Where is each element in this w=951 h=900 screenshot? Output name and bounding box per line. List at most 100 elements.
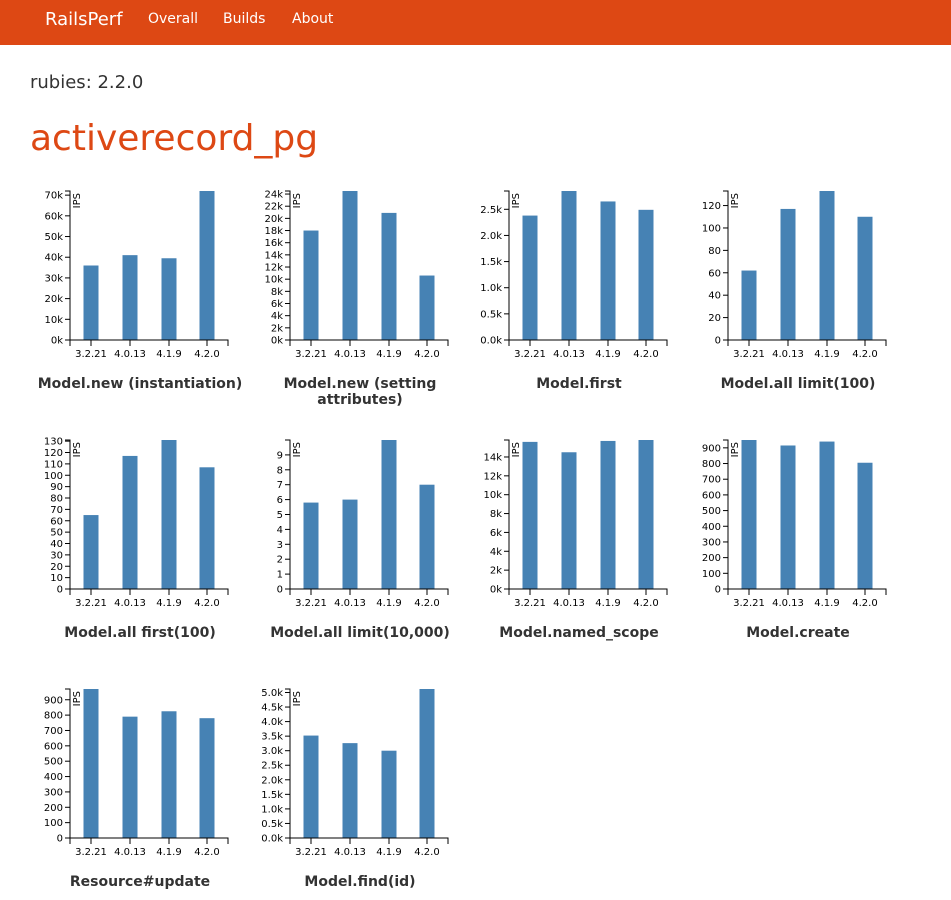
y-tick-label: 20k: [44, 294, 63, 305]
y-tick-label: 110: [44, 459, 63, 470]
y-tick-label: 400: [44, 772, 63, 783]
page-title: activerecord_pg: [30, 118, 319, 159]
nav-link-overall[interactable]: Overall: [148, 11, 199, 27]
y-tick-label: 900: [702, 443, 721, 454]
y-tick-label: 12k: [264, 263, 283, 274]
chart-svg: 0 1 2 3 4 5 6 7 8 9 IPS 3.2.21 4.0.13 4.1.9 4.2.0: [277, 439, 449, 609]
y-tick-label: 100: [702, 223, 721, 234]
y-tick-label: 10k: [264, 275, 283, 286]
bar-3.2.21: [522, 215, 538, 340]
y-tick-label: 0: [57, 585, 63, 596]
chart-9: 0 100 200 300 400 500 600 700 800 900 IPS 3.2.21 4.0…: [25, 679, 229, 890]
x-tick-label: 4.1.9: [156, 598, 181, 609]
bar-4.0.13: [342, 499, 358, 589]
x-tick-label: 3.2.21: [295, 847, 327, 858]
y-tick-label: 80: [50, 494, 63, 505]
x-tick-label: 4.2.0: [852, 598, 877, 609]
x-tick-label: 4.0.13: [114, 847, 146, 858]
chart-4: 0 20 40 60 80 100 120 IPS 3.2.21 4.0.13 4.1.9 4.2.0…: [683, 181, 887, 392]
nav-link-about[interactable]: About: [292, 11, 334, 27]
chart-title: Model.all limit(10,000): [270, 625, 450, 641]
y-tick-label: 80: [708, 246, 721, 257]
y-tick-label: 40: [708, 291, 721, 302]
x-tick-label: 4.2.0: [414, 349, 439, 360]
y-tick-label: 300: [702, 537, 721, 548]
bar-4.0.13: [122, 716, 138, 838]
y-tick-label: 4.0k: [261, 717, 283, 728]
chart-svg: 0.0k 0.5k 1.0k 1.5k 2.0k 2.5k 3.0k 3.5k 4.0k 4.5k…: [261, 688, 449, 858]
y-tick-label: 0: [715, 585, 721, 596]
y-tick-label: 5.0k: [261, 688, 283, 699]
x-tick-label: 4.2.0: [633, 349, 658, 360]
bar-4.2.0: [419, 484, 435, 589]
x-tick-label: 4.1.9: [376, 847, 401, 858]
chart-title: Model.new (instantiation): [37, 376, 243, 392]
chart-title: Model.all first(100): [64, 625, 216, 641]
chart-svg: 0k 2k 4k 6k 8k 10k 12k 14k IPS 3.2.21 4.0.13 4.1.9 4…: [483, 439, 668, 609]
y-tick-label: 2.5k: [480, 205, 502, 216]
y-tick-label: 0: [57, 834, 63, 845]
y-tick-label: 2: [277, 555, 283, 566]
x-tick-label: 3.2.21: [514, 349, 546, 360]
y-tick-label: 400: [702, 522, 721, 533]
y-tick-label: 24k: [264, 190, 283, 201]
bar-4.2.0: [199, 191, 215, 340]
y-tick-label: 40k: [44, 253, 63, 264]
x-tick-label: 4.2.0: [194, 847, 219, 858]
brand-link[interactable]: RailsPerf: [45, 9, 123, 30]
bar-4.1.9: [381, 440, 397, 589]
y-tick-label: 6: [277, 495, 283, 506]
y-tick-label: 800: [702, 459, 721, 470]
y-tick-label: 0k: [271, 336, 283, 347]
bar-4.1.9: [161, 258, 177, 340]
bar-4.1.9: [161, 711, 177, 838]
chart-svg: 0k 10k 20k 30k 40k 50k 60k 70k IPS 3.2.21 4.0.13 4.…: [44, 190, 229, 360]
y-tick-label: 8k: [271, 287, 283, 298]
x-tick-label: 3.2.21: [514, 598, 546, 609]
y-tick-label: 3.0k: [261, 746, 283, 757]
y-tick-label: 40: [50, 539, 63, 550]
x-tick-label: 4.0.13: [114, 598, 146, 609]
y-axis-label: IPS: [72, 691, 83, 706]
y-tick-label: 0.5k: [480, 309, 502, 320]
chart-7: 0k 2k 4k 6k 8k 10k 12k 14k IPS 3.2.21 4.0.13 4.1.9 4…: [464, 430, 668, 641]
x-axis: [69, 588, 229, 595]
bar-3.2.21: [303, 502, 319, 589]
x-axis: [289, 837, 449, 844]
y-tick-label: 30k: [44, 273, 63, 284]
y-tick-label: 9: [277, 450, 283, 461]
x-tick-label: 4.1.9: [156, 349, 181, 360]
chart-title: Model.named_scope: [499, 625, 659, 641]
y-tick-label: 70: [50, 505, 63, 516]
bar-3.2.21: [83, 515, 99, 589]
x-axis: [69, 837, 229, 844]
x-tick-label: 4.1.9: [376, 349, 401, 360]
bar-3.2.21: [522, 441, 538, 589]
chart-title: Resource#update: [69, 874, 211, 890]
chart-10: 0.0k 0.5k 1.0k 1.5k 2.0k 2.5k 3.0k 3.5k 4.0k 4.5k…: [245, 679, 449, 890]
y-tick-label: 3: [277, 540, 283, 551]
bar-4.0.13: [561, 452, 577, 589]
bar-4.2.0: [419, 689, 435, 838]
chart-title: Model.new (setting attributes): [283, 376, 437, 408]
y-tick-label: 6k: [490, 528, 502, 539]
chart-2: 0k 2k 4k 6k 8k 10k 12k 14k 16k 18k 20k 22k 24k IPS 3.2…: [245, 181, 449, 408]
nav-link-builds[interactable]: Builds: [223, 11, 266, 27]
y-tick-label: 700: [44, 726, 63, 737]
x-tick-label: 4.2.0: [194, 598, 219, 609]
x-tick-label: 3.2.21: [75, 349, 107, 360]
y-axis-label: IPS: [72, 193, 83, 208]
y-tick-label: 120: [44, 448, 63, 459]
y-tick-label: 2.0k: [261, 775, 283, 786]
x-axis: [289, 588, 449, 595]
y-tick-label: 120: [702, 201, 721, 212]
y-tick-label: 600: [44, 741, 63, 752]
y-tick-label: 8: [277, 465, 283, 476]
y-axis: [285, 688, 291, 839]
bar-4.1.9: [819, 441, 835, 589]
chart-5: 0 10 20 30 40 50 60 70 80 90 100 110 120 130 IPS 3.2.21…: [25, 430, 229, 641]
chart-3: 0.0k 0.5k 1.0k 1.5k 2.0k 2.5k IPS 3.2.21 4.0.13 4…: [464, 181, 668, 392]
x-tick-label: 4.0.13: [334, 349, 366, 360]
bar-4.2.0: [857, 216, 873, 340]
y-tick-label: 14k: [264, 250, 283, 261]
